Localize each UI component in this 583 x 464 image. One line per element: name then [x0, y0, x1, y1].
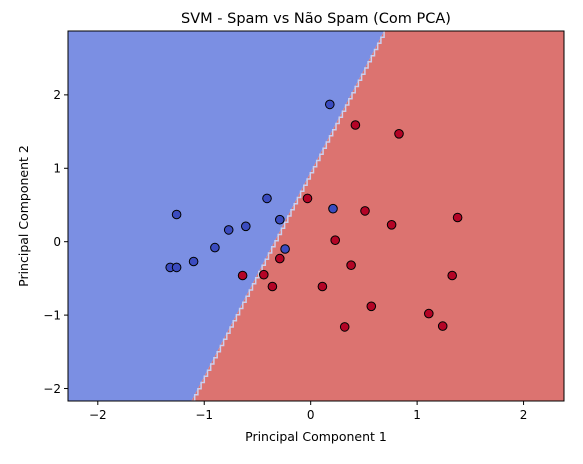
x-tick-label: 2 [520, 408, 528, 422]
x-tick-label: 0 [307, 408, 315, 422]
data-point [452, 212, 463, 223]
data-point [424, 308, 434, 319]
y-tick-label: 1 [53, 162, 61, 176]
data-point [237, 270, 248, 281]
data-point [325, 99, 335, 110]
x-axis-label: Principal Component 1 [245, 429, 387, 444]
data-point [339, 322, 350, 332]
x-tick-label: 1 [413, 408, 421, 422]
decision-region-spam [191, 31, 564, 401]
plot-area [68, 31, 564, 401]
data-point [394, 129, 404, 139]
data-point [360, 206, 370, 216]
data-point [275, 253, 285, 264]
data-point [317, 281, 328, 292]
decision-region-not-spam [68, 31, 385, 401]
data-point [328, 203, 338, 214]
data-point [171, 262, 182, 273]
decision-boundary-line [191, 31, 385, 401]
data-point [259, 269, 269, 280]
y-tick-label: −2 [43, 382, 61, 396]
data-point [223, 225, 234, 235]
y-axis-label: Principal Component 2 [16, 145, 31, 287]
x-tick-label: −1 [195, 408, 213, 422]
data-point [437, 321, 448, 331]
y-tick-label: 0 [53, 235, 61, 249]
data-point [280, 244, 290, 254]
data-point [267, 281, 278, 292]
data-point [262, 193, 272, 204]
data-point [386, 220, 397, 230]
data-point [330, 235, 341, 245]
plot-frame [67, 30, 565, 402]
data-point [188, 256, 199, 267]
chart-title: SVM - Spam vs Não Spam (Com PCA) [181, 11, 451, 27]
x-axis: −2 −1 0 1 2 [89, 401, 527, 422]
data-point [171, 209, 182, 220]
data-points [165, 99, 463, 332]
y-axis: −2 −1 0 1 2 [43, 88, 68, 396]
x-tick-label: −2 [89, 408, 107, 422]
data-point [350, 120, 361, 130]
data-point [210, 242, 220, 253]
data-point [302, 193, 313, 204]
data-point [346, 260, 356, 271]
y-tick-label: −1 [43, 308, 61, 322]
data-point [275, 214, 285, 225]
data-point [241, 221, 251, 232]
y-tick-label: 2 [53, 88, 61, 102]
data-point [447, 270, 458, 281]
data-point [366, 301, 377, 312]
